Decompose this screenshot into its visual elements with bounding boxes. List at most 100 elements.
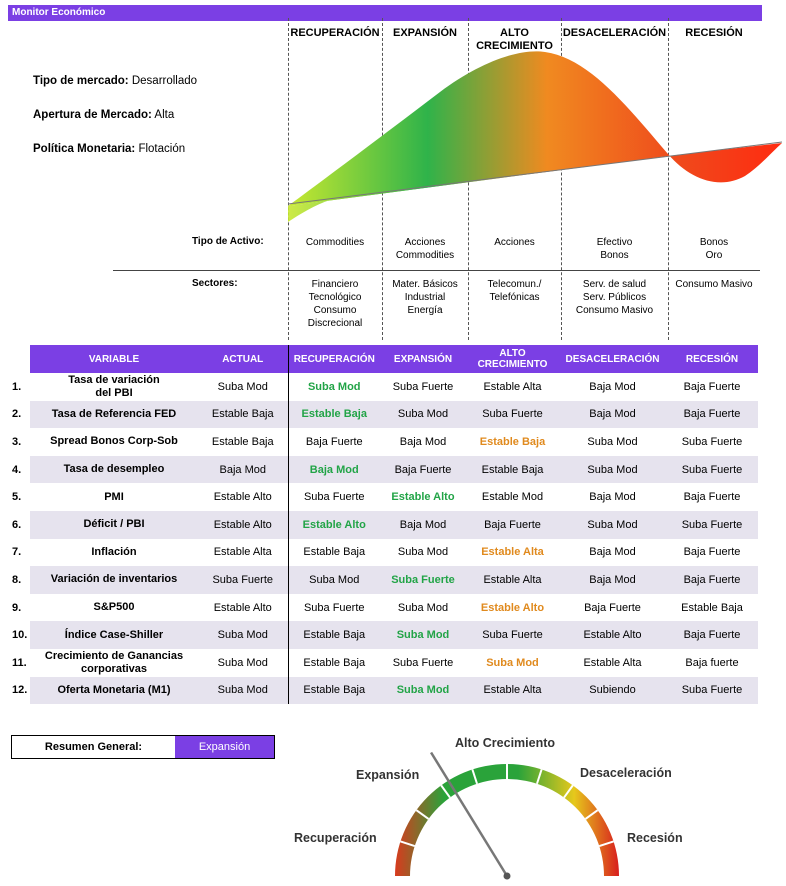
asset-recesion: Bonos Oro (699, 237, 729, 261)
phase-value: Suba Fuerte (392, 656, 454, 669)
sectors-recuperacion: Financiero Tecnológico Consumo Discrecio… (307, 279, 363, 329)
actual-value: Estable Alta (213, 546, 272, 559)
separator-line (113, 270, 760, 271)
col-header: ACTUAL (198, 345, 288, 373)
variable-name: Tasa de desempleo (30, 455, 198, 484)
phase-value: Baja Mod (589, 491, 636, 504)
gauge-divider (415, 809, 430, 820)
variable-name: Variación de inventarios (30, 566, 198, 594)
actual-value: Estable Alto (213, 491, 272, 504)
phase-value: Suba Mod (559, 455, 666, 484)
table-row: 4. Tasa de desempleo Baja Mod Baja Mod Baja … (8, 455, 758, 484)
phase-value: Suba Fuerte (380, 566, 466, 594)
phase-value: Estable Alta (481, 546, 544, 559)
phase-value: Baja Fuerte (683, 380, 741, 393)
phase-value: Estable Baja (287, 648, 380, 677)
variable-name: Tasa de variación del PBI (68, 373, 160, 399)
actual-value: Estable Baja (211, 435, 274, 448)
phase-value: Baja Fuerte (287, 428, 380, 456)
actual-value: Suba Mod (217, 380, 268, 393)
variable-name: S&P500 (93, 601, 135, 614)
phase-value: Baja Fuerte (380, 455, 466, 484)
phase-value: Suba Mod (380, 676, 466, 705)
phase-value: Estable Alta (466, 566, 559, 594)
col-header: EXPANSIÓN (380, 345, 466, 373)
actual-value: Suba Mod (217, 656, 268, 669)
phase-value: Suba Fuerte (287, 593, 380, 622)
sectors-alto-crecimiento: Telecomun./ Telefónicas (487, 279, 542, 303)
variable-name: PMI (104, 490, 124, 503)
col-header: ALTO CRECIMIENTO (466, 345, 559, 373)
phase-value: Suba Fuerte (287, 483, 380, 511)
phase-value: Estable Baja (681, 601, 743, 614)
gauge-needle (430, 751, 509, 877)
gauge-divider (536, 769, 543, 785)
gauge-divider (598, 840, 614, 847)
phase-value: Estable Baja (287, 621, 380, 649)
market-type: Tipo de mercado: Desarrollado (33, 75, 198, 87)
phase-value: Suba Fuerte (466, 400, 559, 429)
table-row: 2. Tasa de Referencia FED Estable Baja Esta… (8, 400, 758, 429)
actual-value: Estable Alto (198, 510, 288, 539)
asset-label: Tipo de Activo: (192, 236, 264, 247)
phase-value: Baja Mod (559, 400, 666, 429)
phase-value: Suba Mod (287, 373, 380, 401)
phase-value: Suba Fuerte (666, 676, 758, 705)
row-number: 10. (12, 629, 28, 642)
phase-value: Baja Fuerte (683, 491, 741, 504)
phase-value: Suba Mod (287, 566, 380, 594)
sectors-desaceleracion: Serv. de salud Serv. Públicos Consumo Ma… (575, 279, 654, 316)
table-row: 3. Spread Bonos Corp-Sob Estable Baja Baja … (8, 428, 758, 456)
row-number: 9. (12, 601, 22, 614)
table-row: 10. Índice Case-Shiller Suba Mod Estable Ba… (8, 621, 758, 649)
phase-value: Estable Alto (287, 510, 380, 539)
col-header: DESACELERACIÓN (559, 345, 666, 373)
phase-value: Suba Mod (587, 435, 638, 448)
indicator-table: VARIABLE ACTUAL RECUPERACIÓN EXPANSIÓN A… (8, 345, 759, 705)
phase-value: Estable Baja (287, 400, 380, 429)
table-header: VARIABLE ACTUAL RECUPERACIÓN EXPANSIÓN A… (8, 345, 758, 373)
variable-name: Déficit / PBI (30, 510, 198, 539)
col-header: VARIABLE (30, 345, 198, 373)
variable-name: Spread Bonos Corp-Sob (50, 435, 178, 448)
phase-value: Suba Fuerte (466, 621, 559, 649)
phase-value: Suba Mod (486, 656, 539, 669)
row-number: 6. (12, 518, 22, 531)
actual-value: Suba Fuerte (198, 566, 288, 594)
row-number: 7. (12, 546, 22, 559)
sectors-label: Sectores: (192, 278, 238, 289)
row-number: 11. (12, 656, 27, 669)
phase-value: Baja Mod (589, 546, 636, 559)
gauge-divider (563, 784, 574, 799)
variable-name: Inflación (91, 545, 137, 558)
table-row: 11. Crecimiento de Ganancias corporativas… (8, 648, 758, 677)
row-number: 8. (12, 573, 22, 586)
phase-value: Estable Alto (559, 621, 666, 649)
phase-value: Baja Mod (287, 455, 380, 484)
asset-alto-crecimiento: Acciones (494, 237, 535, 248)
table-row: 6. Déficit / PBI Estable Alto Estable Alto B… (8, 510, 758, 539)
summary-value: Expansión (175, 736, 274, 758)
summary-box: Resumen General: Expansión (11, 735, 275, 759)
phase-value: Baja Fuerte (466, 510, 559, 539)
phase-value: Suba Mod (380, 621, 466, 649)
actual-value: Estable Alto (213, 601, 272, 614)
gauge-divider (440, 784, 451, 799)
phase-value: Estable Alta (466, 676, 559, 705)
phase-value: Suba Mod (559, 510, 666, 539)
row-number: 12. (12, 684, 28, 697)
sectors-recesion: Consumo Masivo (675, 279, 753, 290)
asset-recuperacion: Commodities (305, 237, 365, 248)
table-row: 8. Variación de inventarios Suba Fuerte Sub… (8, 566, 758, 594)
phase-value: Estable Alto (480, 601, 545, 614)
phase-value: Estable Alto (391, 491, 455, 504)
phase-value: Suba Fuerte (681, 435, 743, 448)
variable-name: Oferta Monetaria (M1) (30, 676, 198, 705)
page-title: Monitor Económico (12, 7, 106, 18)
asset-desaceleracion: Efectivo Bonos (596, 237, 633, 261)
phase-head-desaceleracion: DESACELERACIÓN (562, 27, 667, 39)
phase-value: Baja Fuerte (584, 601, 641, 614)
row-number: 5. (12, 491, 22, 504)
gauge-divider (400, 840, 416, 847)
